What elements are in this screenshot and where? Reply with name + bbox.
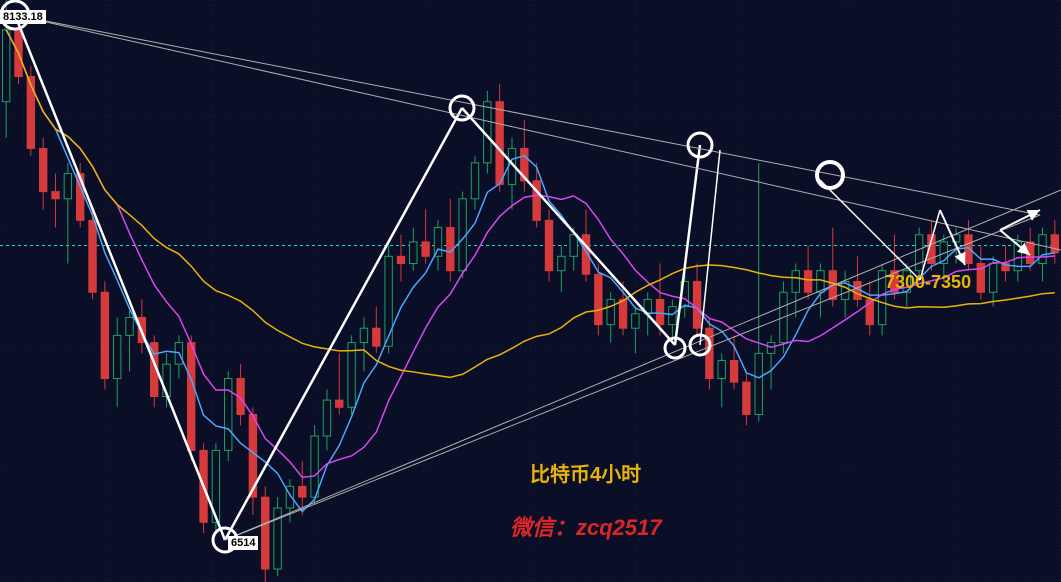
chart-annotation: 比特币4小时 <box>530 458 641 487</box>
price-label: 6514 <box>228 536 258 550</box>
price-label: 8133.18 <box>0 10 46 24</box>
chart-annotation: 微信：zcq2517 <box>510 510 662 542</box>
chart-annotation: 7300-7350 <box>885 272 971 293</box>
